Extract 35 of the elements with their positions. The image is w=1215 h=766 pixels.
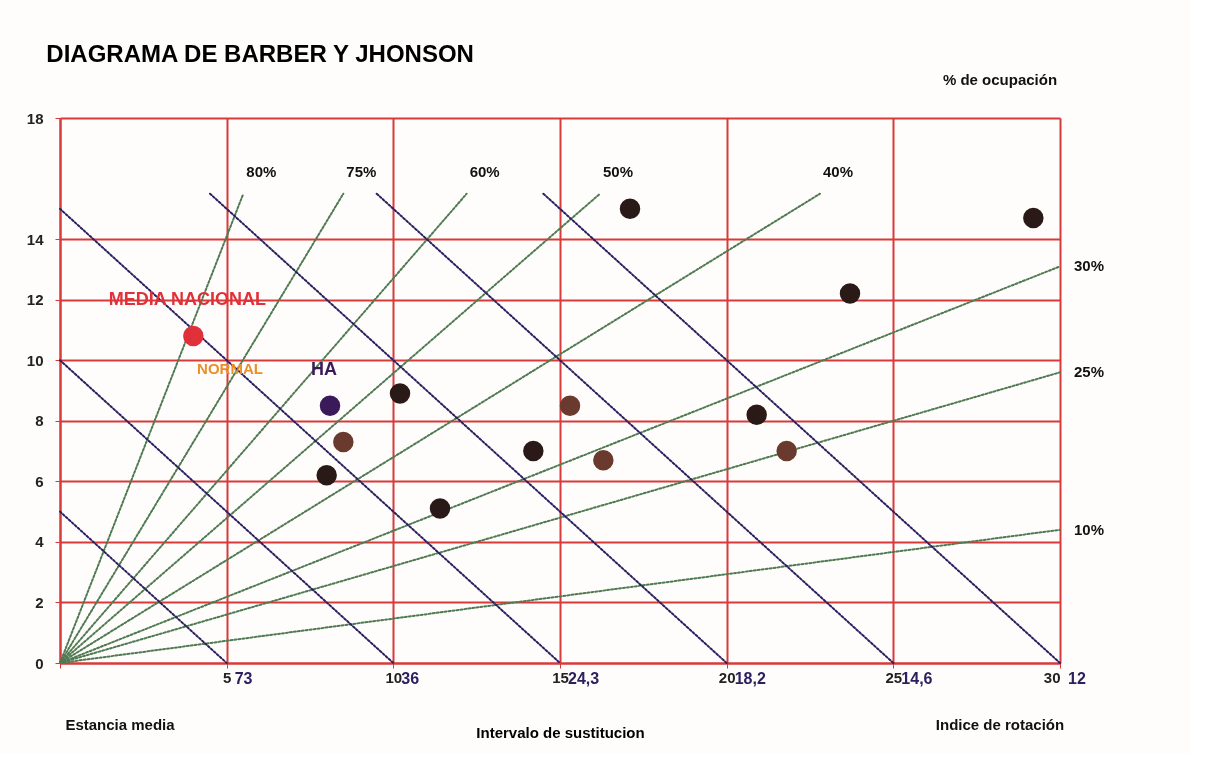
series-label: 60% <box>469 162 500 180</box>
y-tick-label: 14 <box>26 230 45 248</box>
x-tick-label: 20 <box>718 668 736 686</box>
series-label: 14,6 <box>901 670 933 687</box>
series-label: 80% <box>246 162 277 180</box>
series-label: 30% <box>1074 257 1105 275</box>
series-label: 36 <box>401 670 420 687</box>
y-tick-label: 2 <box>35 593 44 611</box>
y-tick-label: 18 <box>26 109 44 127</box>
text: % de ocupación <box>942 71 1058 88</box>
text: Estancia media <box>65 716 176 733</box>
text: Indice de rotación <box>935 716 1065 733</box>
series-label: 10% <box>1074 520 1105 538</box>
x-tick-label: 25 <box>885 668 903 686</box>
x-tick-label: 15 <box>552 668 569 686</box>
y-tick-label: 10 <box>26 351 44 369</box>
x-axis-title: Intervalo de sustitucion <box>476 723 645 741</box>
series-label: 18,2 <box>734 670 766 687</box>
series-label: 40% <box>822 162 854 180</box>
series-label: 24,3 <box>568 670 600 687</box>
x-tick-label: 5 <box>222 668 232 686</box>
y-tick-label: 4 <box>35 533 45 551</box>
series-label: 75% <box>346 162 377 180</box>
y-tick-label: 0 <box>35 654 44 672</box>
x-tick-label: 10 <box>385 668 403 686</box>
x-tick-label: 30 <box>1043 668 1061 686</box>
y-tick-label: 6 <box>35 472 44 490</box>
y-tick-label: 12 <box>26 291 44 309</box>
y-tick-label: 8 <box>35 412 44 430</box>
series-label: 25% <box>1074 363 1105 381</box>
series-label: 73 <box>234 670 253 687</box>
series-label: 50% <box>602 162 634 180</box>
chart-title: DIAGRAMA DE BARBER Y JHONSON <box>46 40 474 67</box>
series-label: 12 <box>1068 670 1086 687</box>
series-label: HA <box>311 358 337 379</box>
